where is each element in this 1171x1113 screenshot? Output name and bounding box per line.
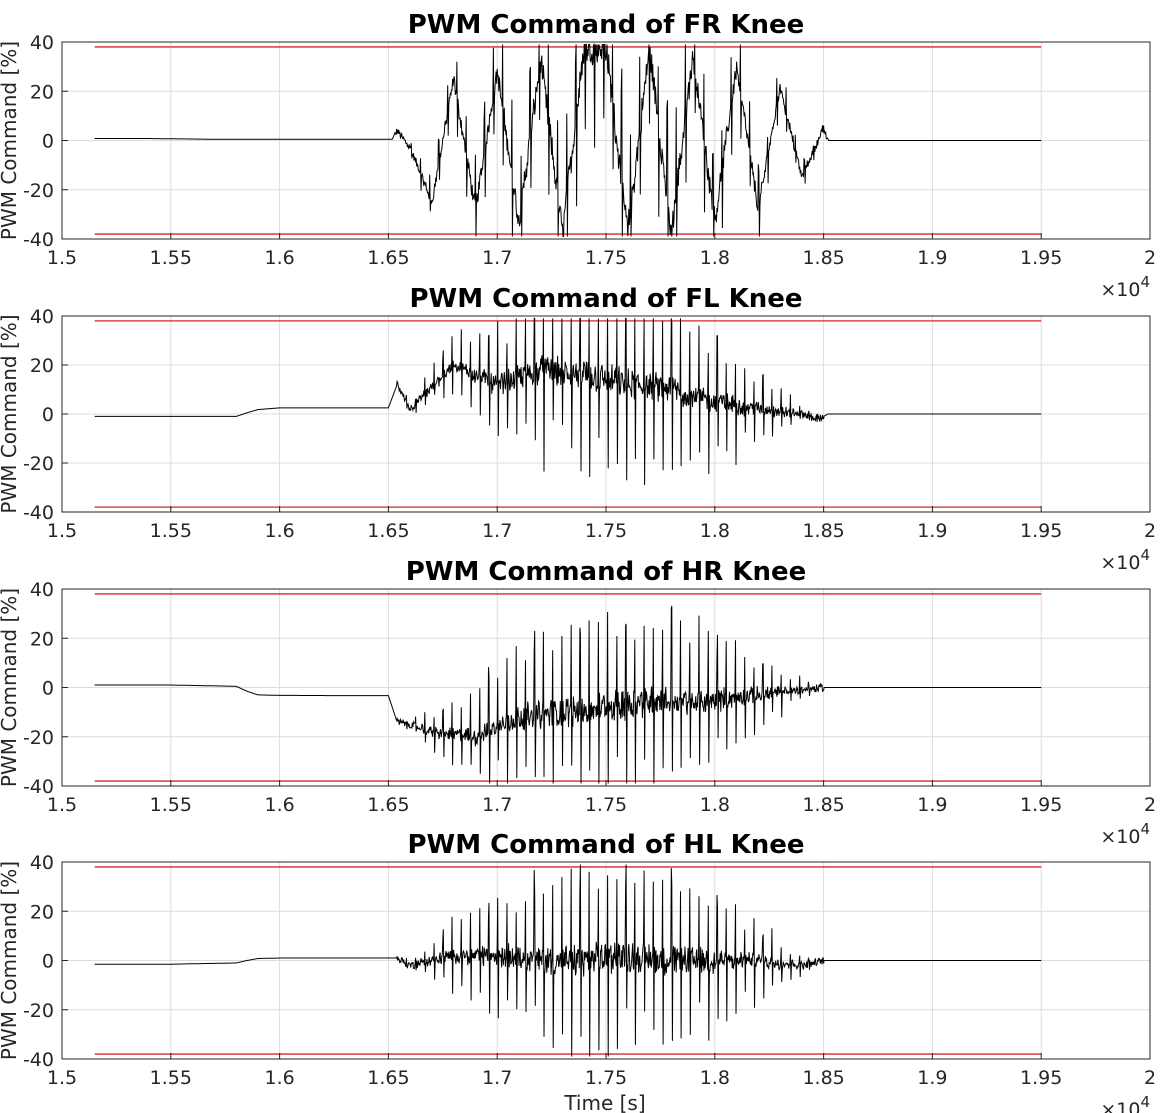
- x-exponent-base: ×10: [1100, 1099, 1140, 1113]
- x-tick-label: 1.85: [802, 794, 844, 816]
- y-tick-label: -20: [23, 1000, 54, 1022]
- plot-panel: 1.5 1.55 1.6 1.65 1.7 1.75 1.8 1.85 1.9 1.95 24020…: [0, 10, 1156, 301]
- x-tick-label: 1.55: [150, 1067, 192, 1089]
- x-tick-label: 1.65: [367, 794, 409, 816]
- x-tick-label: 1.55: [150, 247, 192, 269]
- x-exponent-power: 4: [1140, 273, 1150, 291]
- y-tick-label: -40: [23, 502, 54, 524]
- x-exponent-base: ×10: [1100, 826, 1140, 848]
- x-tick-label: 1.9: [917, 520, 947, 542]
- x-axis-label: Time [s]: [563, 1091, 645, 1113]
- plot-panel: 1.5 1.55 1.6 1.65 1.7 1.75 1.8 1.85 1.9 1.95 24020…: [0, 284, 1156, 574]
- x-tick-label: 1.5: [47, 520, 77, 542]
- y-axis-label: PWM Command [%]: [0, 41, 21, 240]
- plot-panel: 1.5 1.55 1.6 1.65 1.7 1.75 1.8 1.85 1.9 1.95 24020…: [0, 830, 1156, 1113]
- x-tick-label: 1.55: [150, 794, 192, 816]
- x-tick-label: 1.5: [47, 794, 77, 816]
- chart-title: PWM Command of HR Knee: [406, 557, 807, 587]
- x-tick-label: 1.95: [1020, 794, 1062, 816]
- x-tick-label: 1.6: [264, 520, 294, 542]
- data-series-line: [94, 864, 1042, 1057]
- y-tick-label: 40: [30, 579, 54, 601]
- x-tick-label: 1.7: [482, 1067, 512, 1089]
- x-tick-label: 2: [1144, 247, 1156, 269]
- x-tick-label: 2: [1144, 520, 1156, 542]
- x-tick-label: 1.5: [47, 1067, 77, 1089]
- x-tick-label: 1.9: [917, 247, 947, 269]
- x-exponent: ×104: [1100, 546, 1150, 574]
- plot-panel: 1.5 1.55 1.6 1.65 1.7 1.75 1.8 1.85 1.9 1.95 24020…: [0, 557, 1156, 848]
- x-tick-label: 1.6: [264, 794, 294, 816]
- x-exponent-power: 4: [1140, 1093, 1150, 1111]
- x-tick-label: 2: [1144, 794, 1156, 816]
- y-tick-label: 20: [30, 901, 54, 923]
- x-tick-label: 1.9: [917, 794, 947, 816]
- x-exponent: ×104: [1100, 820, 1150, 848]
- x-tick-label: 2: [1144, 1067, 1156, 1089]
- x-tick-label: 1.65: [367, 1067, 409, 1089]
- y-tick-label: 0: [42, 131, 54, 153]
- x-tick-label: 1.75: [585, 520, 627, 542]
- chart-title: PWM Command of HL Knee: [407, 830, 804, 860]
- y-tick-label: 40: [30, 852, 54, 874]
- x-tick-label: 1.5: [47, 247, 77, 269]
- x-tick-label: 1.8: [700, 247, 730, 269]
- y-tick-label: 0: [42, 678, 54, 700]
- y-tick-label: 0: [42, 404, 54, 426]
- x-tick-label: 1.8: [700, 1067, 730, 1089]
- data-series-line: [94, 317, 1042, 486]
- x-exponent: ×104: [1100, 1093, 1150, 1113]
- x-tick-label: 1.55: [150, 520, 192, 542]
- y-tick-label: -40: [23, 1049, 54, 1071]
- y-tick-label: -20: [23, 453, 54, 475]
- x-tick-label: 1.85: [802, 520, 844, 542]
- x-tick-label: 1.7: [482, 794, 512, 816]
- chart-title: PWM Command of FR Knee: [408, 10, 805, 40]
- x-tick-label: 1.85: [802, 1067, 844, 1089]
- y-axis-label: PWM Command [%]: [0, 861, 21, 1060]
- x-tick-label: 1.9: [917, 1067, 947, 1089]
- y-tick-label: -20: [23, 727, 54, 749]
- x-tick-label: 1.65: [367, 247, 409, 269]
- x-exponent-base: ×10: [1100, 279, 1140, 301]
- y-tick-label: 40: [30, 306, 54, 328]
- x-tick-label: 1.95: [1020, 520, 1062, 542]
- x-tick-label: 1.75: [585, 1067, 627, 1089]
- y-axis-label: PWM Command [%]: [0, 588, 21, 787]
- y-tick-label: 20: [30, 81, 54, 103]
- y-tick-label: -40: [23, 229, 54, 251]
- y-tick-label: 20: [30, 355, 54, 377]
- x-exponent: ×104: [1100, 273, 1150, 301]
- x-exponent-power: 4: [1140, 820, 1150, 838]
- x-tick-label: 1.8: [700, 794, 730, 816]
- x-tick-label: 1.95: [1020, 1067, 1062, 1089]
- y-tick-label: 0: [42, 951, 54, 973]
- data-series-line: [94, 605, 1042, 784]
- y-tick-label: 40: [30, 32, 54, 54]
- x-exponent-base: ×10: [1100, 552, 1140, 574]
- x-tick-label: 1.85: [802, 247, 844, 269]
- x-tick-label: 1.95: [1020, 247, 1062, 269]
- x-tick-label: 1.6: [264, 247, 294, 269]
- x-exponent-power: 4: [1140, 546, 1150, 564]
- y-axis-label: PWM Command [%]: [0, 314, 21, 513]
- x-tick-label: 1.8: [700, 520, 730, 542]
- x-tick-label: 1.7: [482, 247, 512, 269]
- x-tick-label: 1.75: [585, 247, 627, 269]
- y-tick-label: -20: [23, 180, 54, 202]
- chart-title: PWM Command of FL Knee: [409, 284, 802, 314]
- x-tick-label: 1.7: [482, 520, 512, 542]
- data-series-line: [94, 42, 1042, 237]
- x-tick-label: 1.65: [367, 520, 409, 542]
- axes-root: 1.5 1.55 1.6 1.65 1.7 1.75 1.8 1.85 1.9 1.95 24020…: [0, 10, 1156, 1113]
- x-tick-label: 1.75: [585, 794, 627, 816]
- y-tick-label: -40: [23, 776, 54, 798]
- y-tick-label: 20: [30, 628, 54, 650]
- x-tick-label: 1.6: [264, 1067, 294, 1089]
